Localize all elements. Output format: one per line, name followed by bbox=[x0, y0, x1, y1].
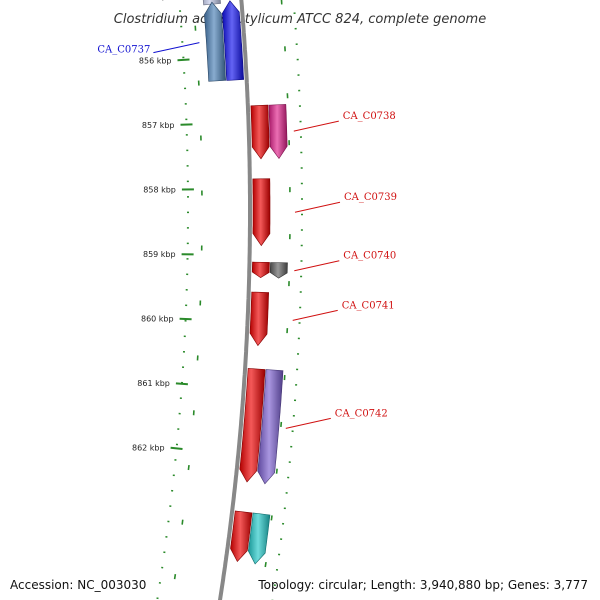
inner-guide-ring bbox=[156, 0, 189, 600]
kbp-ruler: 855 kbp 856 kbp 857 kbp 858 kbp 859 kbp 860 k… bbox=[132, 0, 194, 453]
ruler-major-tick bbox=[175, 382, 188, 386]
gene-label-CA_C0742[interactable]: CA_C0742 bbox=[285, 408, 388, 429]
ruler-label-859: 859 kbp bbox=[143, 250, 176, 259]
gene-labels: CA_C0737 CA_C0738 CA_C0739 CA_C0740 CA_C0741… bbox=[97, 42, 397, 429]
gene-label-text: CA_C0738 bbox=[343, 111, 396, 122]
ruler-major-tick bbox=[179, 317, 192, 321]
ruler-label-855: 855 kbp bbox=[134, 0, 167, 1]
gene-g-0737-track[interactable] bbox=[204, 1, 227, 82]
gene-g-0742[interactable] bbox=[239, 368, 266, 483]
gene-leader-line bbox=[153, 42, 200, 54]
gene-g-0741[interactable] bbox=[249, 291, 270, 347]
gene-leader-line bbox=[285, 417, 331, 429]
ruler-major-tick bbox=[177, 58, 190, 62]
gene-label-CA_C0741[interactable]: CA_C0741 bbox=[292, 300, 395, 321]
gene-label-text: CA_C0737 bbox=[97, 45, 150, 56]
gene-label-CA_C0738[interactable]: CA_C0738 bbox=[293, 111, 396, 132]
gene-g-0738-cog[interactable] bbox=[268, 104, 288, 160]
ruler-label-856: 856 kbp bbox=[139, 57, 172, 66]
ruler-label-860: 860 kbp bbox=[141, 315, 174, 324]
gene-g-0743[interactable] bbox=[230, 510, 253, 563]
gene-label-text: CA_C0742 bbox=[335, 408, 388, 419]
gene-g-0738[interactable] bbox=[250, 104, 270, 160]
gene-leader-line bbox=[294, 260, 340, 272]
gene-g-0737[interactable] bbox=[221, 0, 245, 81]
gene-label-CA_C0737[interactable]: CA_C0737 bbox=[97, 42, 200, 56]
gene-g-0739[interactable] bbox=[252, 178, 271, 247]
gene-g-0740[interactable] bbox=[269, 262, 288, 279]
genome-rings bbox=[156, 0, 303, 600]
ruler-major-tick bbox=[170, 446, 183, 450]
map-title: Clostridium acetobutylicum ATCC 824, com… bbox=[114, 12, 486, 27]
gene-label-text: CA_C0740 bbox=[343, 251, 396, 262]
ruler-label-861: 861 kbp bbox=[137, 379, 170, 388]
inner-minor-ticks bbox=[170, 0, 203, 600]
gene-label-CA_C0739[interactable]: CA_C0739 bbox=[294, 192, 397, 213]
topology-summary: Topology: circular; Length: 3,940,880 bp… bbox=[258, 578, 588, 592]
gene-leader-line bbox=[292, 309, 338, 321]
ruler-label-862: 862 kbp bbox=[132, 444, 165, 453]
gene-label-CA_C0740[interactable]: CA_C0740 bbox=[294, 251, 396, 272]
gene-g-0740a[interactable] bbox=[251, 261, 270, 278]
outer-guide-ring bbox=[271, 0, 303, 600]
gene-features bbox=[202, 0, 288, 565]
accession-text: Accession: NC_003030 bbox=[10, 578, 147, 592]
gene-g-0742-cog[interactable] bbox=[257, 369, 284, 485]
gene-leader-line bbox=[294, 201, 341, 213]
ruler-label-858: 858 kbp bbox=[143, 186, 176, 195]
ruler-label-857: 857 kbp bbox=[142, 121, 175, 130]
gene-label-text: CA_C0741 bbox=[342, 300, 395, 311]
genome-backbone bbox=[217, 0, 252, 600]
gene-leader-line bbox=[293, 120, 339, 132]
gene-g-0743-cog[interactable] bbox=[247, 512, 271, 565]
gene-label-text: CA_C0739 bbox=[344, 192, 397, 203]
